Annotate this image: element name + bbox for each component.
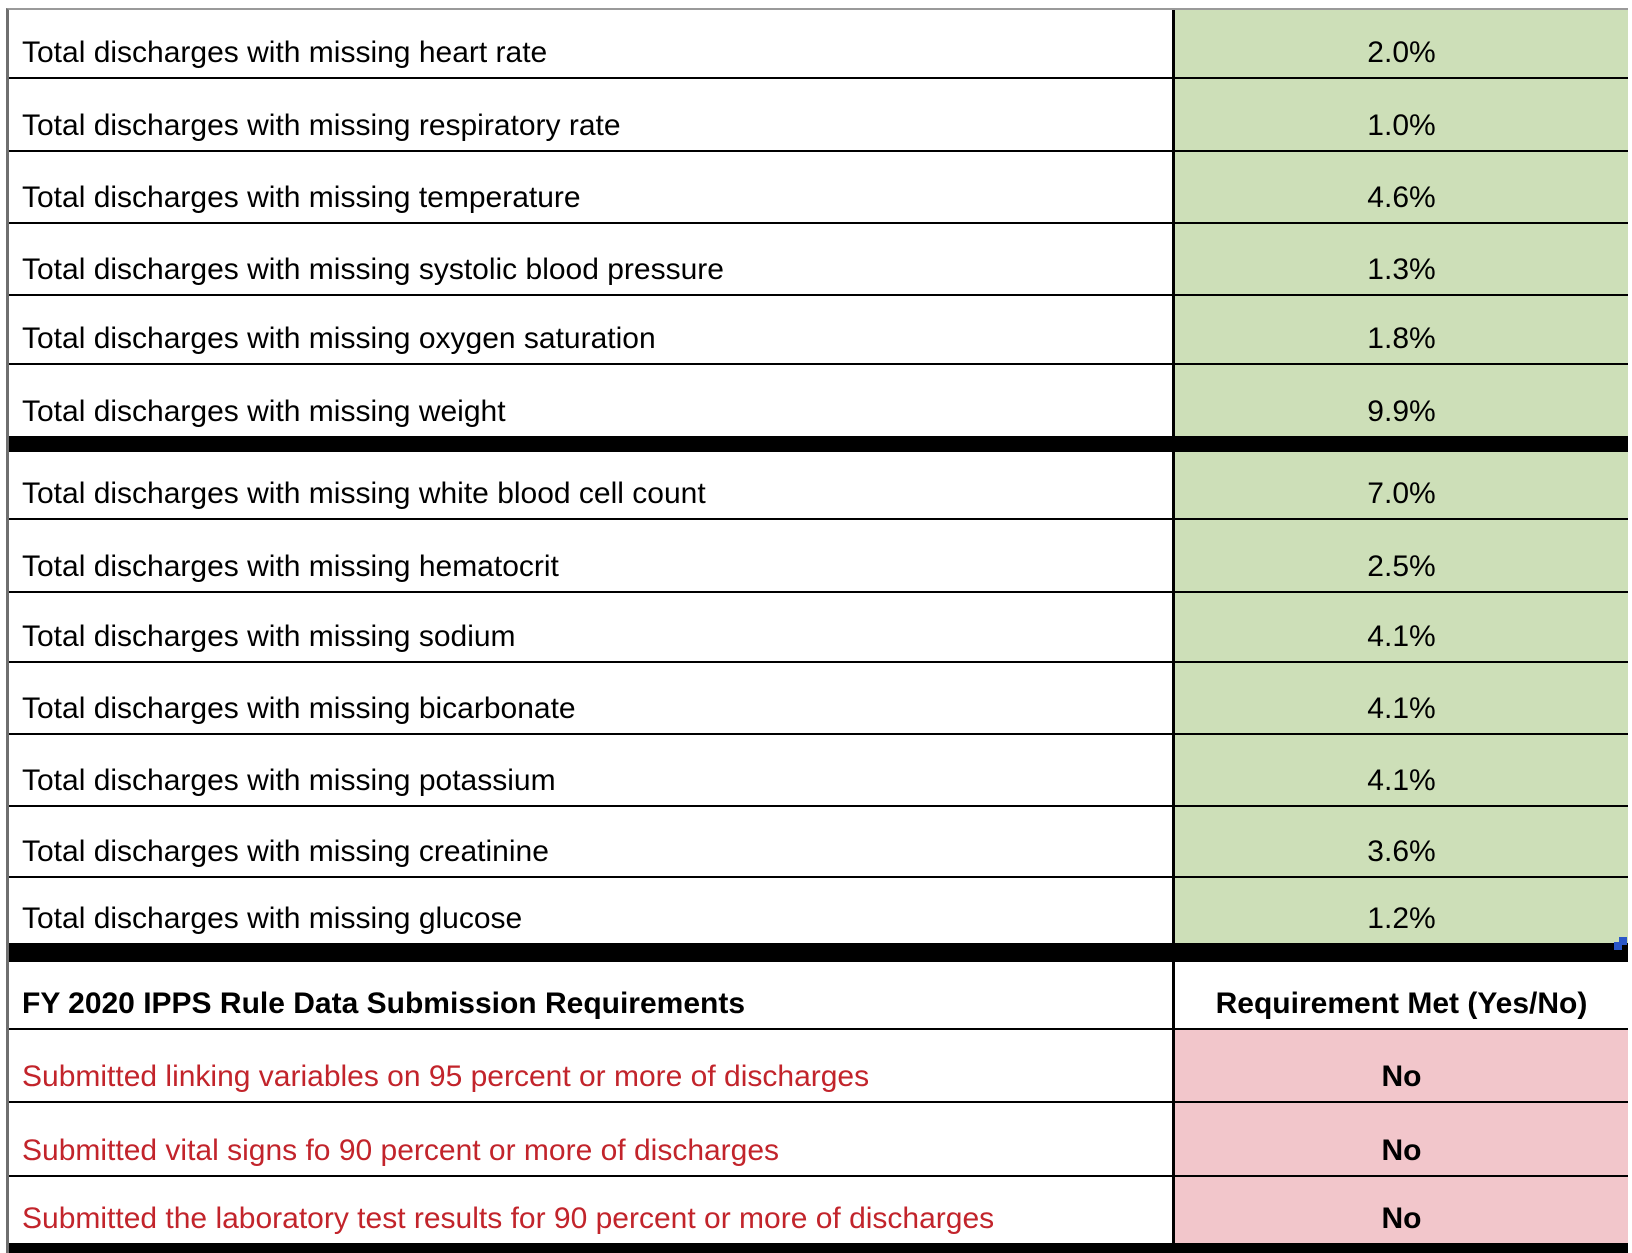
metric-label-cell[interactable]: Total discharges with missing creatinine	[9, 807, 1175, 876]
metric-value-cell[interactable]: 3.6%	[1175, 807, 1628, 876]
metric-value-cell[interactable]: 1.3%	[1175, 224, 1628, 294]
requirement-label-cell[interactable]: Submitted vital signs fo 90 percent or m…	[9, 1103, 1175, 1175]
metric-label-cell[interactable]: Total discharges with missing sodium	[9, 593, 1175, 661]
requirement-met-cell[interactable]: No	[1175, 1103, 1628, 1175]
requirement-row: Submitted the laboratory test results fo…	[9, 1177, 1628, 1245]
table-row: Total discharges with missing temperatur…	[9, 152, 1628, 224]
metric-label-cell[interactable]: Total discharges with missing bicarbonat…	[9, 663, 1175, 733]
requirements-title-cell[interactable]: FY 2020 IPPS Rule Data Submission Requir…	[9, 962, 1175, 1028]
metric-value-cell[interactable]: 4.1%	[1175, 735, 1628, 805]
table-row: Total discharges with missing creatinine…	[9, 807, 1628, 878]
metric-value-cell[interactable]: 1.2%	[1175, 878, 1628, 943]
requirement-met-cell[interactable]: No	[1175, 1177, 1628, 1243]
metric-label-cell[interactable]: Total discharges with missing weight	[9, 365, 1175, 436]
table-bottom-border-bar	[9, 1245, 1628, 1253]
metric-value-cell[interactable]: 9.9%	[1175, 365, 1628, 436]
metric-value-cell[interactable]: 1.8%	[1175, 296, 1628, 363]
metric-value-cell[interactable]: 2.0%	[1175, 10, 1628, 77]
table-row: Total discharges with missing respirator…	[9, 79, 1628, 152]
metric-value-cell[interactable]: 7.0%	[1175, 452, 1628, 518]
handle-pixel	[1619, 937, 1627, 945]
metric-value-cell[interactable]: 1.0%	[1175, 79, 1628, 150]
table-row: Total discharges with missing potassium …	[9, 735, 1628, 807]
requirement-row: Submitted vital signs fo 90 percent or m…	[9, 1103, 1628, 1177]
metric-value-cell[interactable]: 4.1%	[1175, 593, 1628, 661]
cell-corner-handle-artifact	[1613, 936, 1627, 950]
metric-label-cell[interactable]: Total discharges with missing oxygen sat…	[9, 296, 1175, 363]
metric-label-cell[interactable]: Total discharges with missing heart rate	[9, 10, 1175, 77]
metric-label-cell[interactable]: Total discharges with missing systolic b…	[9, 224, 1175, 294]
section-divider-bar	[9, 945, 1628, 962]
metric-label-cell[interactable]: Total discharges with missing potassium	[9, 735, 1175, 805]
requirement-row: Submitted linking variables on 95 percen…	[9, 1030, 1628, 1103]
table-row: Total discharges with missing bicarbonat…	[9, 663, 1628, 735]
requirement-met-cell[interactable]: No	[1175, 1030, 1628, 1101]
metric-label-cell[interactable]: Total discharges with missing temperatur…	[9, 152, 1175, 222]
metric-label-cell[interactable]: Total discharges with missing hematocrit	[9, 520, 1175, 591]
requirement-met-header-cell[interactable]: Requirement Met (Yes/No)	[1175, 962, 1628, 1028]
metric-label-cell[interactable]: Total discharges with missing glucose	[9, 878, 1175, 943]
table-row: Total discharges with missing oxygen sat…	[9, 296, 1628, 365]
handle-pixel	[1614, 942, 1622, 950]
data-quality-table: Total discharges with missing heart rate…	[6, 8, 1628, 1253]
metric-label-cell[interactable]: Total discharges with missing respirator…	[9, 79, 1175, 150]
table-row: Total discharges with missing hematocrit…	[9, 520, 1628, 593]
metric-label-cell[interactable]: Total discharges with missing white bloo…	[9, 452, 1175, 518]
requirements-header-row: FY 2020 IPPS Rule Data Submission Requir…	[9, 962, 1628, 1030]
table-row: Total discharges with missing systolic b…	[9, 224, 1628, 296]
metric-value-cell[interactable]: 2.5%	[1175, 520, 1628, 591]
metric-value-cell[interactable]: 4.6%	[1175, 152, 1628, 222]
requirement-label-cell[interactable]: Submitted the laboratory test results fo…	[9, 1177, 1175, 1243]
table-row: Total discharges with missing sodium 4.1…	[9, 593, 1628, 663]
metric-value-cell[interactable]: 4.1%	[1175, 663, 1628, 733]
table-row: Total discharges with missing weight 9.9…	[9, 365, 1628, 438]
table-row: Total discharges with missing white bloo…	[9, 452, 1628, 520]
section-divider-bar	[9, 438, 1628, 452]
table-row: Total discharges with missing glucose 1.…	[9, 878, 1628, 945]
requirement-label-cell[interactable]: Submitted linking variables on 95 percen…	[9, 1030, 1175, 1101]
table-row: Total discharges with missing heart rate…	[9, 10, 1628, 79]
